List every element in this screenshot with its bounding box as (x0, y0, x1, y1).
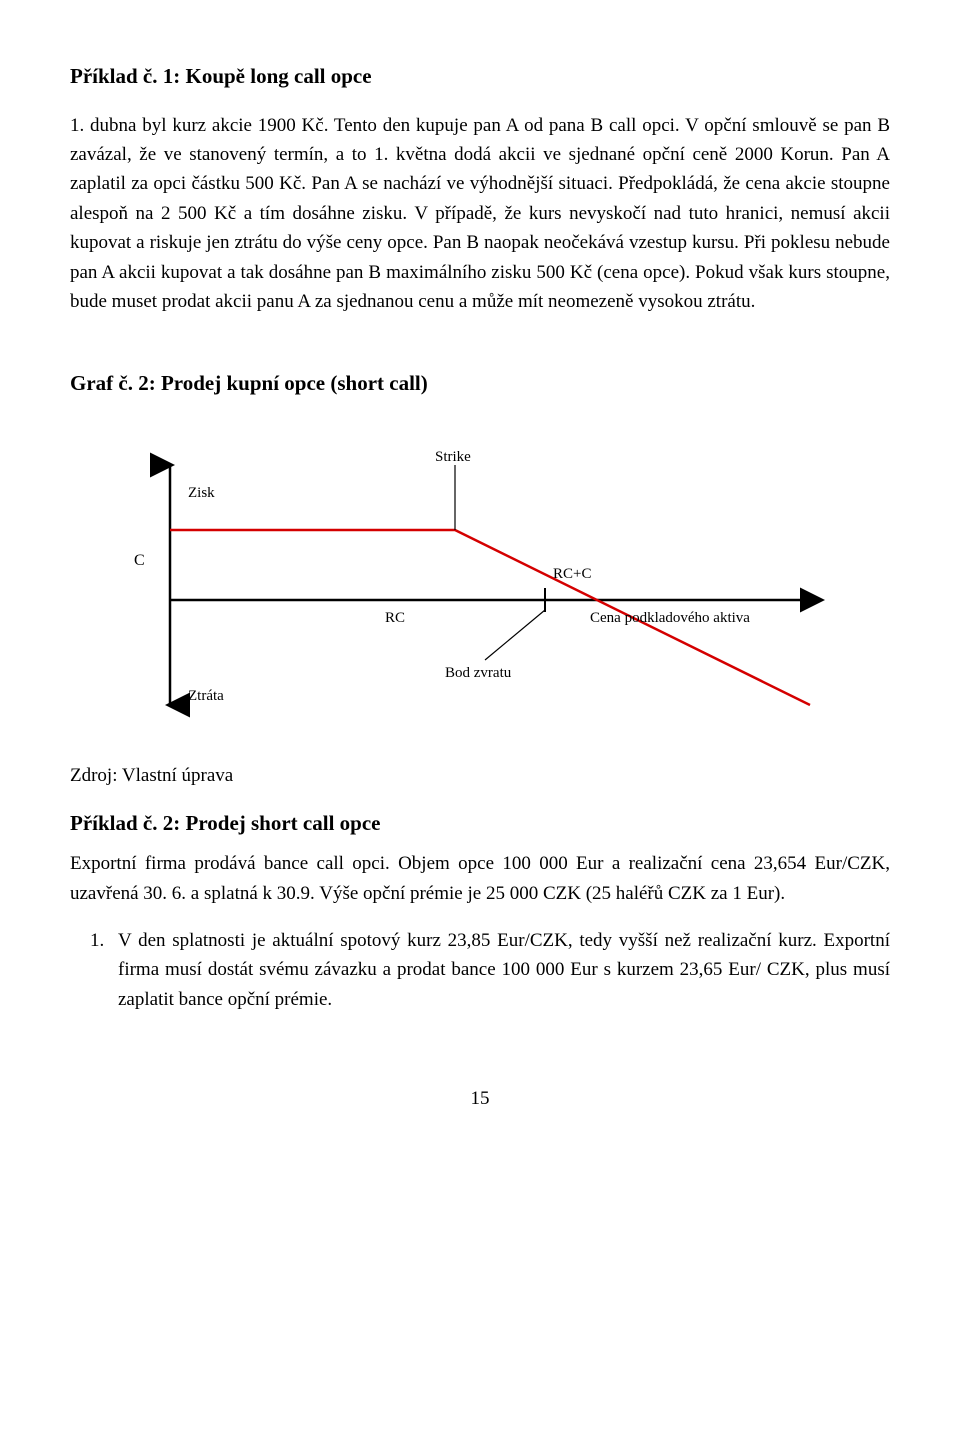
example1-title: Příklad č. 1: Koupě long call opce (70, 60, 890, 93)
svg-text:Cena podkladového aktiva: Cena podkladového aktiva (590, 610, 750, 626)
svg-text:Ztráta: Ztráta (188, 688, 224, 704)
chart-title: Graf č. 2: Prodej kupní opce (short call… (70, 367, 890, 400)
svg-text:C: C (134, 552, 145, 569)
chart-source: Zdroj: Vlastní úprava (70, 761, 890, 790)
page-number: 15 (70, 1084, 890, 1113)
example1-body: 1. dubna byl kurz akcie 1900 Kč. Tento d… (70, 111, 890, 317)
list-number: 1. (90, 926, 118, 955)
list-text: V den splatnosti je aktuální spotový kur… (118, 926, 890, 1014)
short-call-payoff-chart: Zisk Ztráta C Strike RC RC+C Cena podkladového… (70, 425, 850, 725)
svg-text:RC+C: RC+C (553, 566, 591, 582)
svg-text:RC: RC (385, 610, 405, 626)
svg-text:Strike: Strike (435, 449, 471, 465)
list-item: 1. V den splatnosti je aktuální spotový … (90, 926, 890, 1014)
example2-body: Exportní firma prodává bance call opci. … (70, 849, 890, 908)
example2-title: Příklad č. 2: Prodej short call opce (70, 807, 890, 840)
svg-text:Bod zvratu: Bod zvratu (445, 665, 512, 681)
svg-text:Zisk: Zisk (188, 485, 215, 501)
